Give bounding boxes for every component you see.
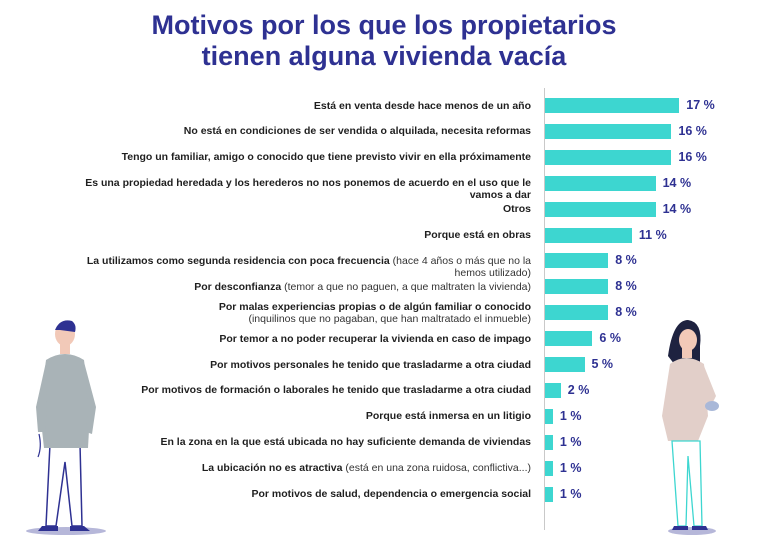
category-label-note: (hace 4 años o más que no la hemos utili…	[392, 254, 531, 279]
category-label-main: No está en condiciones de ser vendida o …	[183, 125, 531, 138]
category-label-main: Porque está inmersa en un litigio	[365, 410, 531, 423]
category-label: La ubicación no es atractiva (está en un…	[61, 462, 531, 474]
category-label: Otros	[61, 203, 531, 215]
category-label: Está en venta desde hace menos de un año	[61, 100, 531, 112]
category-label-main: En la zona en la que está ubicada no hay…	[160, 436, 531, 449]
category-label-main: Por desconfianza	[194, 280, 282, 293]
man-illustration	[26, 320, 106, 535]
category-label: En la zona en la que está ubicada no hay…	[61, 436, 531, 448]
category-label-main: Otros	[502, 203, 531, 216]
category-label: La utilizamos como segunda residencia co…	[61, 255, 531, 279]
data-label: 6 %	[599, 331, 621, 346]
category-label-main: Tengo un familiar, amigo o conocido que …	[121, 151, 531, 164]
category-label-main: La utilizamos como segunda residencia co…	[86, 254, 390, 267]
data-label: 14 %	[662, 201, 692, 216]
category-label: Es una propiedad heredada y los heredero…	[61, 177, 531, 201]
category-label-main: Por temor a no poder recuperar la vivien…	[219, 332, 531, 345]
category-label: Porque está en obras	[61, 229, 531, 241]
title-line-1: Motivos por los que los propietarios	[151, 10, 617, 40]
category-label: Por motivos personales he tenido que tra…	[61, 359, 531, 371]
data-label: 17 %	[686, 98, 715, 112]
bar	[545, 357, 585, 372]
data-label: 1 %	[559, 486, 582, 501]
data-label: 2 %	[567, 382, 590, 397]
category-label: No está en condiciones de ser vendida o …	[61, 125, 531, 137]
data-label: 16 %	[678, 123, 707, 138]
category-label: Por malas experiencias propias o de algú…	[61, 301, 531, 325]
bar	[545, 486, 553, 502]
bar	[545, 149, 672, 165]
bar	[545, 279, 609, 295]
category-label-main: Por motivos personales he tenido que tra…	[210, 358, 531, 371]
data-label: 11 %	[638, 227, 667, 242]
data-label: 1 %	[559, 460, 582, 475]
bar	[545, 175, 656, 191]
woman-illustration	[662, 320, 719, 535]
category-label-main: Es una propiedad heredada y los heredero…	[85, 177, 531, 202]
category-label-main: Está en venta desde hace menos de un año	[313, 99, 531, 112]
axis-line	[544, 88, 545, 530]
data-label: 1 %	[559, 434, 582, 449]
category-label-main: Por motivos de formación o laborales he …	[141, 384, 531, 397]
bar	[545, 408, 553, 424]
category-label-main: Por motivos de salud, dependencia o emer…	[251, 488, 531, 500]
bar	[545, 98, 680, 113]
data-label: 14 %	[662, 175, 692, 190]
bar	[545, 434, 553, 450]
bar	[545, 382, 561, 398]
category-label: Por motivos de formación o laborales he …	[61, 384, 531, 396]
title-line-2: tienen alguna vivienda vacía	[201, 41, 567, 71]
data-label: 16 %	[678, 149, 707, 164]
bar	[545, 227, 632, 243]
bar	[545, 460, 553, 476]
category-label-note: (temor a que no paguen, a que maltraten …	[284, 280, 531, 293]
category-label-note: (está en una zona ruidosa, conflictiva..…	[345, 462, 531, 475]
category-label: Porque está inmersa en un litigio	[61, 410, 531, 422]
category-label-main: Porque está en obras	[424, 229, 531, 241]
bar	[545, 331, 593, 347]
category-label-main: Por malas experiencias propias o de algú…	[218, 300, 531, 313]
category-label: Por motivos de salud, dependencia o emer…	[61, 488, 531, 500]
category-label-main: La ubicación no es atractiva	[201, 462, 343, 475]
category-label: Por temor a no poder recuperar la vivien…	[61, 333, 531, 345]
bar	[545, 253, 609, 269]
bar	[545, 305, 609, 321]
bar	[545, 123, 672, 139]
chart-title: Motivos por los que los propietarios tie…	[0, 10, 768, 72]
category-label-note: (inquilinos que no pagaban, que han malt…	[248, 312, 531, 325]
bar	[545, 201, 656, 217]
category-label: Por desconfianza (temor a que no paguen,…	[61, 281, 531, 293]
data-label: 8 %	[615, 253, 637, 268]
data-label: 8 %	[615, 305, 637, 320]
data-label: 8 %	[615, 279, 637, 294]
data-label: 1 %	[559, 408, 582, 423]
data-label: 5 %	[591, 357, 614, 371]
category-label: Tengo un familiar, amigo o conocido que …	[61, 151, 531, 163]
